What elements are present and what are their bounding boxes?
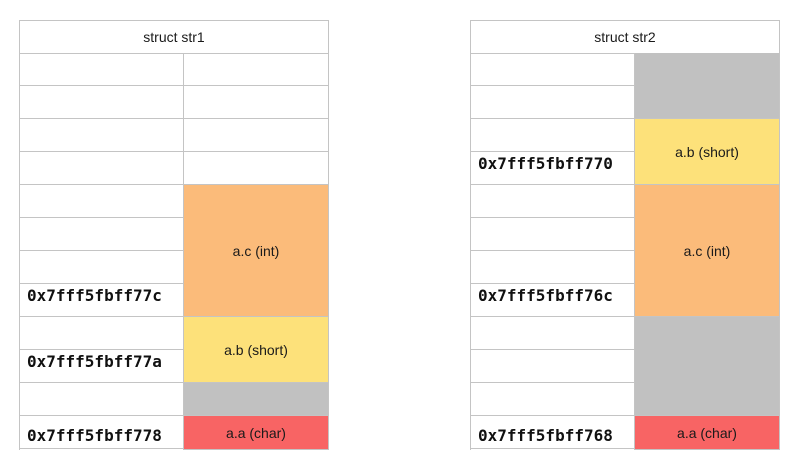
memory-cell	[184, 86, 329, 119]
memory-cell	[20, 53, 184, 86]
struct-str1-diagram: struct str1 0x7fff5fbff77c 0x7fff5fbff77…	[19, 20, 329, 450]
memory-cell	[20, 383, 184, 416]
memory-cell	[184, 119, 329, 152]
memory-cell	[20, 185, 184, 218]
memory-cell	[20, 218, 184, 251]
memory-cell	[184, 53, 329, 86]
memory-cell	[471, 86, 635, 119]
memory-cell	[471, 350, 635, 383]
field-block-a-a: a.a (char)	[634, 416, 780, 450]
struct-str2-title: struct str2	[471, 21, 780, 54]
address-label: 0x7fff5fbff770	[478, 154, 613, 173]
field-block-a-b: a.b (short)	[634, 119, 780, 185]
field-block-a-a: a.a (char)	[183, 416, 329, 450]
address-label: 0x7fff5fbff77c	[27, 286, 162, 305]
memory-cell	[20, 119, 184, 152]
memory-cell	[184, 152, 329, 185]
field-block-a-b: a.b (short)	[183, 317, 329, 383]
memory-cell	[471, 53, 635, 86]
memory-cell	[471, 383, 635, 416]
struct-str1-title: struct str1	[20, 21, 329, 54]
address-label: 0x7fff5fbff76c	[478, 286, 613, 305]
padding-block	[634, 53, 780, 119]
padding-block	[634, 317, 780, 416]
memory-cell	[471, 185, 635, 218]
memory-cell	[471, 317, 635, 350]
address-label: 0x7fff5fbff768	[478, 426, 613, 445]
memory-cell	[20, 152, 184, 185]
field-block-a-c: a.c (int)	[634, 185, 780, 317]
padding-block	[183, 383, 329, 416]
field-block-a-c: a.c (int)	[183, 185, 329, 317]
struct-str2-diagram: struct str2 0x7fff5fbff770 0x7fff5fbff76…	[470, 20, 780, 450]
address-label: 0x7fff5fbff778	[27, 426, 162, 445]
memory-cell	[20, 86, 184, 119]
address-label: 0x7fff5fbff77a	[27, 352, 162, 371]
memory-cell	[471, 218, 635, 251]
